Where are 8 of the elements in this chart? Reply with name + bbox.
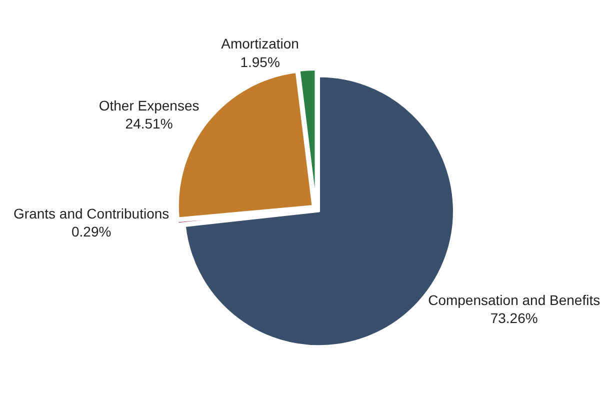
slice-label: Other Expenses [98,97,200,114]
slice-label: Compensation and Benefits [428,292,600,308]
data-label: 73.26% [490,310,538,326]
slice-label: Grants and Contributions [14,206,170,222]
slice-label: Amortization [221,36,299,52]
data-label: 24.51% [125,116,173,132]
data-label: 0.29% [71,224,112,240]
data-label: 1.95% [240,54,280,70]
